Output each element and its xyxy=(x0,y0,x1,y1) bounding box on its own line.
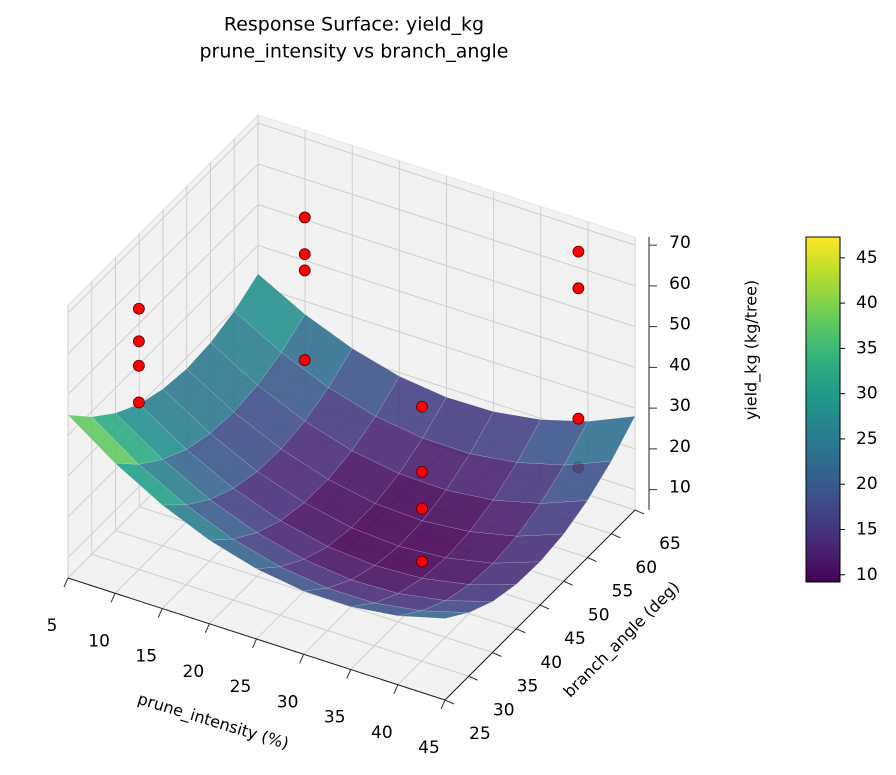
data-point xyxy=(298,248,311,261)
x-tick xyxy=(299,654,305,664)
grid-line xyxy=(257,244,636,368)
x-axis-title: prune_intensity (%) xyxy=(135,689,291,754)
z-tick-label: 10 xyxy=(669,478,691,498)
x-tick xyxy=(346,669,352,679)
grid-line xyxy=(115,530,493,653)
y-tick xyxy=(587,557,597,562)
y-tick xyxy=(539,604,550,610)
colorbar-tick-label: 10 xyxy=(856,565,878,585)
grid-line xyxy=(257,163,636,287)
data-point xyxy=(416,502,428,515)
data-point xyxy=(416,400,428,413)
grid-line xyxy=(91,553,469,677)
surface-patch xyxy=(563,415,636,466)
surface-patch xyxy=(516,500,589,537)
data-point xyxy=(298,211,311,224)
colorbar xyxy=(805,236,841,583)
data-point xyxy=(416,466,428,478)
colorbar-tick-label: 30 xyxy=(856,384,878,404)
colorbar-tick-label: 40 xyxy=(856,293,878,313)
data-point xyxy=(132,359,145,372)
y-tick-label: 65 xyxy=(659,534,681,554)
colorbar-tick-label: 45 xyxy=(856,248,878,268)
grid-line xyxy=(257,122,636,246)
x-tick xyxy=(110,593,116,603)
y-tick-label: 60 xyxy=(635,558,657,578)
grid-line xyxy=(67,245,259,436)
data-point xyxy=(132,335,145,348)
x-tick-label: 30 xyxy=(277,692,299,712)
colorbar-tick-label: 15 xyxy=(856,519,878,539)
y-tick xyxy=(468,675,478,681)
x-tick-label: 45 xyxy=(418,738,440,758)
y-tick-label: 30 xyxy=(493,700,515,720)
y-tick-label: 50 xyxy=(588,605,610,625)
x-tick-label: 5 xyxy=(47,616,58,636)
surface-patch xyxy=(421,600,493,613)
z-tick-label: 50 xyxy=(669,315,691,335)
x-tick xyxy=(63,577,69,588)
data-point xyxy=(132,302,145,315)
y-tick-label: 25 xyxy=(469,724,491,744)
y-tick xyxy=(611,533,621,539)
y-tick xyxy=(563,580,573,586)
data-point xyxy=(298,264,311,277)
y-tick xyxy=(492,652,502,657)
x-tick xyxy=(204,623,210,633)
data-point xyxy=(132,396,145,409)
y-tick xyxy=(516,628,526,634)
y-tick-label: 35 xyxy=(517,677,539,697)
data-point xyxy=(572,245,585,258)
x-tick xyxy=(393,684,399,694)
grid-line xyxy=(257,285,636,409)
x-tick xyxy=(252,638,257,649)
x-tick-label: 40 xyxy=(371,723,393,743)
z-tick-label: 60 xyxy=(669,274,691,294)
grid-line xyxy=(67,122,259,314)
z-axis-title: yield_kg (kg/tree) xyxy=(742,280,762,420)
grid-line xyxy=(67,163,259,355)
grid-line xyxy=(67,204,259,395)
chart-subtitle: prune_intensity vs branch_angle xyxy=(199,41,508,63)
colorbar-tick-label: 25 xyxy=(856,429,878,449)
y-tick-label: 45 xyxy=(564,629,586,649)
y-tick-label: 55 xyxy=(612,582,634,602)
x-tick-label: 10 xyxy=(88,631,110,651)
data-point xyxy=(416,555,428,568)
x-tick-label: 25 xyxy=(230,677,252,697)
colorbar-tick-label: 35 xyxy=(856,338,878,358)
y-tick-label: 40 xyxy=(540,653,562,673)
z-tick-label: 70 xyxy=(669,233,691,253)
x-tick-label: 15 xyxy=(135,647,157,667)
axis-line xyxy=(67,577,446,701)
x-tick xyxy=(440,699,446,710)
grid-line xyxy=(257,204,636,328)
surface xyxy=(67,273,636,619)
z-tick-label: 40 xyxy=(669,355,691,375)
chart-title: Response Surface: yield_kg xyxy=(224,14,484,36)
data-point xyxy=(572,282,585,295)
data-point xyxy=(572,412,585,425)
y-tick xyxy=(634,509,645,515)
surface-patch xyxy=(397,610,469,619)
x-tick-label: 20 xyxy=(183,662,205,682)
z-tick-label: 30 xyxy=(669,396,691,416)
colorbar-tick-label: 20 xyxy=(856,474,878,494)
z-tick-label: 20 xyxy=(669,437,691,457)
data-point xyxy=(298,354,311,366)
x-tick-label: 35 xyxy=(324,708,346,728)
y-tick xyxy=(444,699,455,705)
x-tick xyxy=(157,608,163,618)
axis-line xyxy=(444,509,636,701)
surface-patch xyxy=(539,460,612,504)
